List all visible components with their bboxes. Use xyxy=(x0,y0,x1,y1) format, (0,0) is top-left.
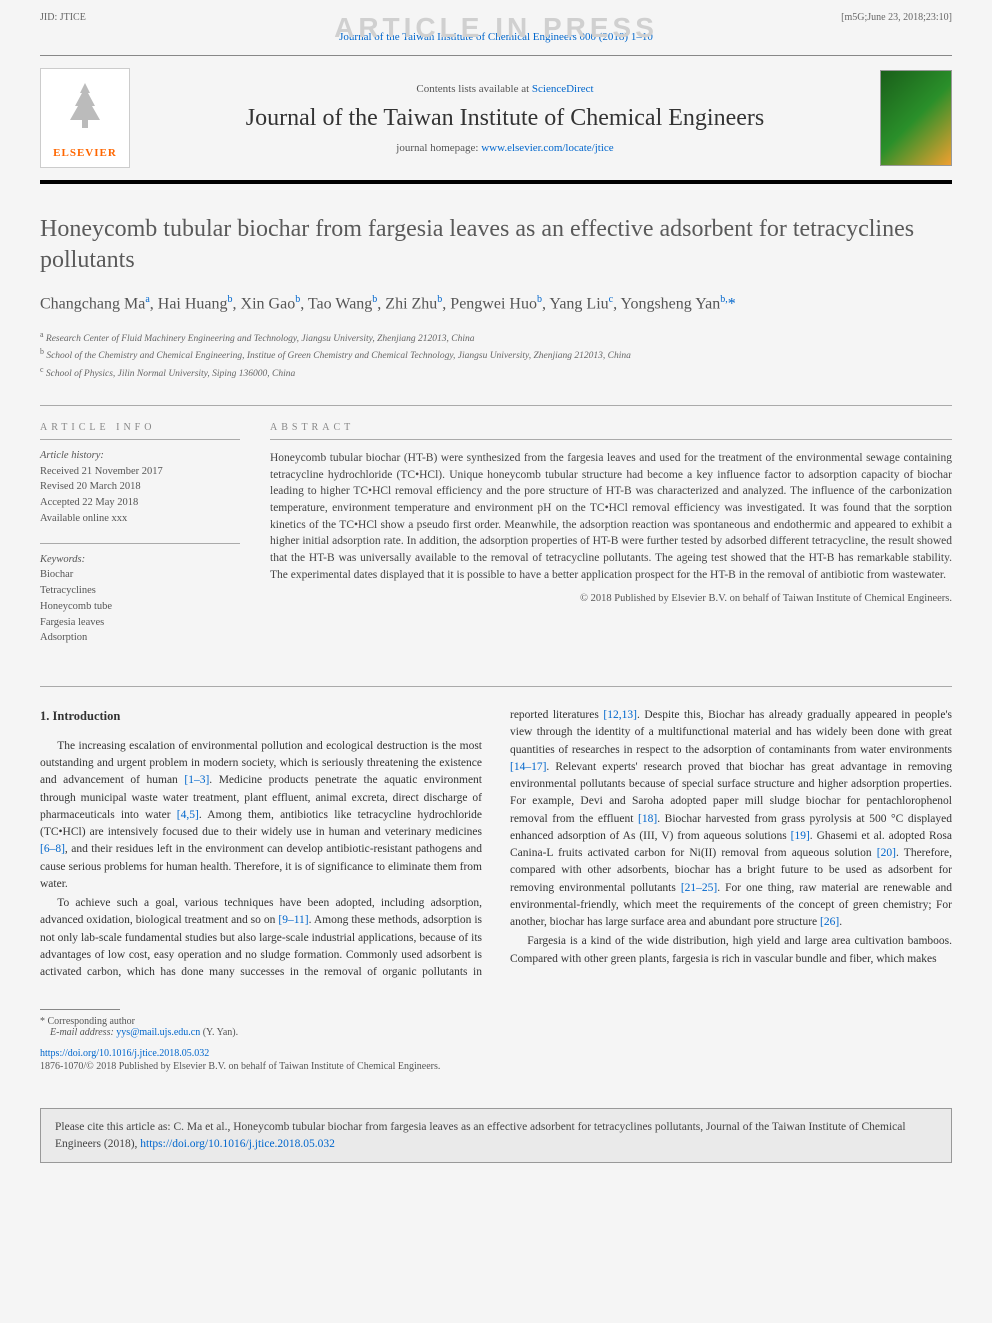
history-accepted: Accepted 22 May 2018 xyxy=(40,497,138,508)
citation-doi-link[interactable]: https://doi.org/10.1016/j.jtice.2018.05.… xyxy=(140,1138,335,1150)
history-online: Available online xxx xyxy=(40,513,127,524)
affiliation-b: b School of the Chemistry and Chemical E… xyxy=(40,346,952,363)
article-info-col: article info Article history: Received 2… xyxy=(40,422,240,662)
page: ARTICLE IN PRESS JID: JTICE [m5G;June 23… xyxy=(0,0,992,1323)
article-history: Article history: Received 21 November 20… xyxy=(40,439,240,527)
intro-paragraph-3: Fargesia is a kind of the wide distribut… xyxy=(510,933,952,968)
doi-line: https://doi.org/10.1016/j.jtice.2018.05.… xyxy=(40,1048,952,1059)
ref-link[interactable]: [18] xyxy=(638,813,657,825)
ref-link[interactable]: [1–3] xyxy=(184,774,209,786)
intro-paragraph-1: The increasing escalation of environment… xyxy=(40,738,482,893)
history-heading: Article history: xyxy=(40,450,104,461)
jid-label: JID: JTICE xyxy=(40,12,86,23)
keyword: Tetracyclines xyxy=(40,585,96,596)
keyword: Adsorption xyxy=(40,632,87,643)
affiliations: a Research Center of Fluid Machinery Eng… xyxy=(40,329,952,381)
keyword: Honeycomb tube xyxy=(40,601,112,612)
ref-link[interactable]: [19] xyxy=(791,830,810,842)
masthead-center: Contents lists available at ScienceDirec… xyxy=(146,83,864,154)
footnote-divider xyxy=(40,1009,120,1010)
journal-name: Journal of the Taiwan Institute of Chemi… xyxy=(146,105,864,132)
abstract-col: abstract Honeycomb tubular biochar (HT-B… xyxy=(270,422,952,662)
contents-line: Contents lists available at ScienceDirec… xyxy=(146,83,864,95)
info-abstract-row: article info Article history: Received 2… xyxy=(40,405,952,662)
main-text-columns: 1. Introduction The increasing escalatio… xyxy=(40,686,952,981)
homepage-link[interactable]: www.elsevier.com/locate/jtice xyxy=(481,142,613,154)
authors: Changchang Maa, Hai Huangb, Xin Gaob, Ta… xyxy=(40,292,952,316)
citation-box: Please cite this article as: C. Ma et al… xyxy=(40,1108,952,1162)
ref-link[interactable]: [14–17] xyxy=(510,761,546,773)
history-received: Received 21 November 2017 xyxy=(40,466,163,477)
homepage-line: journal homepage: www.elsevier.com/locat… xyxy=(146,142,864,154)
email-link[interactable]: yys@mail.ujs.edu.cn xyxy=(116,1027,200,1038)
history-revised: Revised 20 March 2018 xyxy=(40,481,141,492)
elsevier-logo: ELSEVIER xyxy=(40,68,130,168)
abstract-text: Honeycomb tubular biochar (HT-B) were sy… xyxy=(270,439,952,583)
article-title: Honeycomb tubular biochar from fargesia … xyxy=(40,214,952,276)
keyword: Biochar xyxy=(40,569,73,580)
ref-link[interactable]: [12,13] xyxy=(603,709,637,721)
abstract-label: abstract xyxy=(270,422,952,433)
journal-cover-thumb xyxy=(880,70,952,166)
email-line: E-mail address: yys@mail.ujs.edu.cn (Y. … xyxy=(40,1027,952,1038)
ref-link[interactable]: [4,5] xyxy=(177,809,199,821)
ref-link[interactable]: [6–8] xyxy=(40,843,65,855)
corresponding-author: * Corresponding author xyxy=(40,1016,952,1027)
ref-link[interactable]: [21–25] xyxy=(681,882,717,894)
article-info-label: article info xyxy=(40,422,240,433)
keywords-heading: Keywords: xyxy=(40,554,85,565)
elsevier-brand: ELSEVIER xyxy=(53,147,117,159)
elsevier-tree-icon xyxy=(60,78,110,143)
issn-line: 1876-1070/© 2018 Published by Elsevier B… xyxy=(40,1061,952,1072)
header-row: JID: JTICE [m5G;June 23, 2018;23:10] xyxy=(0,0,992,27)
ref-link[interactable]: [9–11] xyxy=(278,914,308,926)
affiliation-c: c School of Physics, Jilin Normal Univer… xyxy=(40,364,952,381)
ref-link[interactable]: [26] xyxy=(820,916,839,928)
keywords-block: Keywords: Biochar Tetracyclines Honeycom… xyxy=(40,543,240,647)
build-stamp: [m5G;June 23, 2018;23:10] xyxy=(841,12,952,23)
sciencedirect-link[interactable]: ScienceDirect xyxy=(532,83,594,95)
doi-link[interactable]: https://doi.org/10.1016/j.jtice.2018.05.… xyxy=(40,1048,209,1059)
homepage-prefix: journal homepage: xyxy=(396,142,481,154)
article-body: Honeycomb tubular biochar from fargesia … xyxy=(0,184,992,1092)
affiliation-a: a Research Center of Fluid Machinery Eng… xyxy=(40,329,952,346)
section-heading-intro: 1. Introduction xyxy=(40,707,482,726)
ref-link[interactable]: [20] xyxy=(877,847,896,859)
contents-prefix: Contents lists available at xyxy=(416,83,531,95)
abstract-copyright: © 2018 Published by Elsevier B.V. on beh… xyxy=(270,593,952,604)
keyword: Fargesia leaves xyxy=(40,617,104,628)
footer-block: * Corresponding author E-mail address: y… xyxy=(40,1001,952,1072)
masthead: ELSEVIER Contents lists available at Sci… xyxy=(40,55,952,184)
